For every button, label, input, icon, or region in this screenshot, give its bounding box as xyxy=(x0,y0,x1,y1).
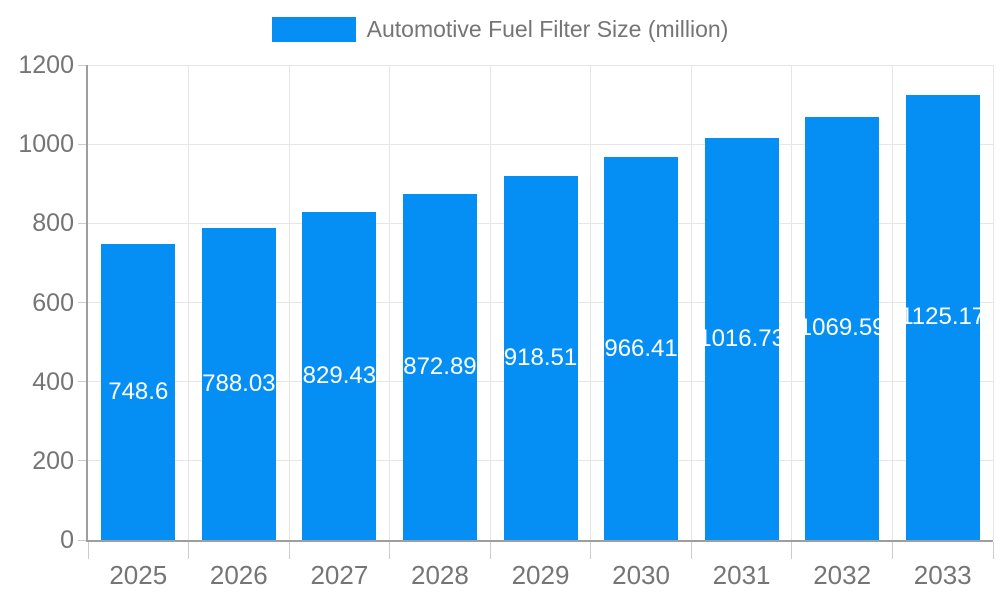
gridline-vertical xyxy=(891,65,893,540)
gridline-horizontal xyxy=(88,143,993,145)
bar[interactable]: 918.51 xyxy=(503,176,578,540)
x-axis-tick xyxy=(188,542,190,559)
bar-value-label: 748.6 xyxy=(108,377,169,405)
bar[interactable]: 748.6 xyxy=(101,243,176,540)
legend[interactable]: Automotive Fuel Filter Size (million) xyxy=(0,16,1000,43)
bar[interactable]: 1125.17 xyxy=(900,94,985,540)
y-tick-label: 0 xyxy=(60,526,74,554)
bar-value-label: 829.43 xyxy=(302,361,377,389)
bar[interactable]: 1016.73 xyxy=(698,137,785,540)
x-axis-tick xyxy=(590,542,592,559)
bar-value-label: 1016.73 xyxy=(698,324,785,352)
bar-value-label: 966.41 xyxy=(604,334,678,362)
x-axis-tick xyxy=(992,542,994,559)
gridline-vertical xyxy=(188,65,190,540)
gridline-vertical xyxy=(791,65,793,540)
y-axis-tick xyxy=(78,381,86,383)
y-axis-tick xyxy=(78,143,86,145)
x-tick-label: 2033 xyxy=(913,560,972,590)
legend-color-swatch[interactable] xyxy=(271,17,356,42)
x-axis-tick xyxy=(891,542,893,559)
y-tick-label: 1200 xyxy=(18,51,74,79)
x-tick-label: 2029 xyxy=(511,560,570,590)
y-axis-tick xyxy=(78,460,86,462)
y-tick-label: 1000 xyxy=(18,130,74,159)
y-axis-tick xyxy=(78,539,86,541)
gridline-vertical xyxy=(992,65,994,540)
y-axis-tick xyxy=(78,222,86,224)
bar[interactable]: 788.03 xyxy=(201,228,276,540)
bar[interactable]: 829.43 xyxy=(302,211,377,540)
x-tick-label: 2032 xyxy=(813,560,872,590)
bar-value-label: 1125.17 xyxy=(900,303,986,331)
x-tick-label: 2028 xyxy=(411,560,469,590)
y-axis-tick xyxy=(78,64,86,66)
y-axis-tick xyxy=(78,302,86,303)
x-tick-label: 2027 xyxy=(310,560,369,590)
bar[interactable]: 966.41 xyxy=(604,157,679,540)
gridline-vertical xyxy=(489,65,491,540)
x-axis-tick xyxy=(288,542,290,559)
gridline-vertical xyxy=(590,65,592,540)
x-axis-line xyxy=(86,540,993,542)
bar[interactable]: 872.89 xyxy=(402,194,477,540)
y-axis-line xyxy=(86,65,88,540)
x-tick-label: 2031 xyxy=(712,560,771,590)
bar-value-label: 1069.59 xyxy=(798,314,886,342)
x-axis-tick xyxy=(389,542,391,559)
x-tick-label: 2026 xyxy=(209,560,268,590)
x-axis-tick xyxy=(489,542,491,559)
plot-area: 0 200 400 600 800 1000 1200 748.6 2025 788.03 2026… xyxy=(18,52,994,589)
y-tick-label: 600 xyxy=(32,288,74,317)
gridline-vertical xyxy=(288,65,290,540)
x-axis-tick xyxy=(87,542,89,559)
y-tick-label: 400 xyxy=(32,367,74,396)
y-tick-label: 800 xyxy=(32,209,74,238)
bar-value-label: 872.89 xyxy=(403,353,477,381)
x-axis-tick xyxy=(690,542,692,559)
x-tick-label: 2030 xyxy=(612,560,670,590)
y-tick-label: 200 xyxy=(32,446,74,475)
gridline-vertical xyxy=(690,65,692,540)
bar-value-label: 918.51 xyxy=(503,344,578,372)
bar-value-label: 788.03 xyxy=(202,370,276,398)
x-tick-label: 2025 xyxy=(109,560,168,590)
bar[interactable]: 1069.59 xyxy=(799,116,886,540)
x-axis-tick xyxy=(791,542,793,559)
gridline-horizontal xyxy=(88,64,993,66)
legend-label[interactable]: Automotive Fuel Filter Size (million) xyxy=(366,16,729,42)
gridline-vertical xyxy=(389,65,391,540)
